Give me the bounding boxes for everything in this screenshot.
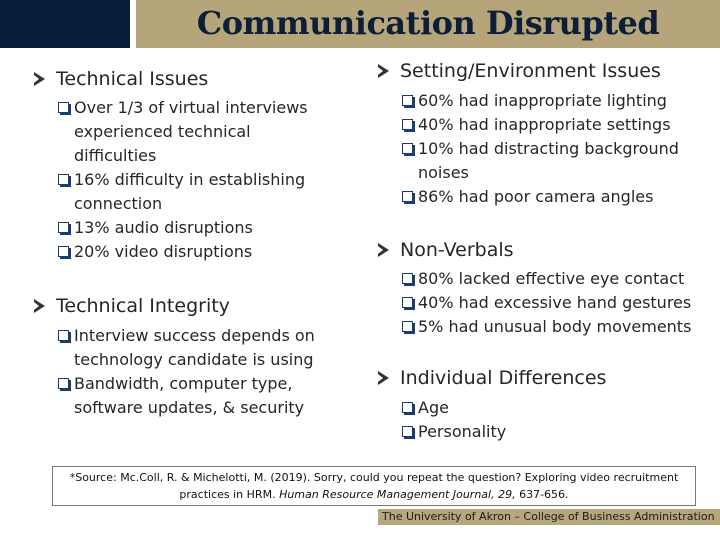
section-non-verbals: Non-Verbals (378, 238, 514, 262)
checkbox-bullet-icon (402, 119, 413, 130)
footer-text: The University of Akron – College of Bus… (382, 510, 715, 523)
list-item-text: Bandwidth, computer type, software updat… (74, 374, 305, 417)
list-item-text: 80% lacked effective eye contact (418, 269, 685, 288)
checkbox-bullet-icon (58, 222, 69, 233)
arrow-bullet-icon (34, 72, 45, 86)
list-item: 10% had distracting background noises (402, 137, 702, 185)
header-dark-block (0, 0, 130, 48)
list-item: 40% had excessive hand gestures (402, 291, 702, 315)
section-technical-integrity: Technical Integrity (34, 294, 230, 318)
checkbox-bullet-icon (402, 191, 413, 202)
list-item: Bandwidth, computer type, software updat… (58, 372, 328, 420)
checkbox-bullet-icon (58, 174, 69, 185)
list-item: 40% had inappropriate settings (402, 113, 702, 137)
list-item-text: 86% had poor camera angles (418, 187, 654, 206)
arrow-bullet-icon (378, 371, 389, 385)
list-item-text: Personality (418, 422, 507, 441)
footer-bar: The University of Akron – College of Bus… (378, 509, 720, 525)
checkbox-bullet-icon (402, 273, 413, 284)
checkbox-bullet-icon (58, 102, 69, 113)
list-item: 13% audio disruptions (58, 216, 328, 240)
citation-journal: Human Resource Management Journal, 29, (279, 488, 516, 501)
list-item: 60% had inappropriate lighting (402, 89, 702, 113)
non-verbals-list: 80% lacked effective eye contact 40% had… (402, 267, 702, 339)
list-item: 20% video disruptions (58, 240, 328, 264)
arrow-bullet-icon (34, 299, 45, 313)
list-item: Personality (402, 420, 702, 444)
list-item-text: 13% audio disruptions (74, 218, 253, 237)
arrow-bullet-icon (378, 64, 389, 78)
citation-pages: 637-656. (519, 488, 569, 501)
list-item: Interview success depends on technology … (58, 324, 328, 372)
checkbox-bullet-icon (58, 246, 69, 257)
list-item-text: 40% had inappropriate settings (418, 115, 671, 134)
section-setting-environment: Setting/Environment Issues (378, 59, 661, 83)
checkbox-bullet-icon (402, 321, 413, 332)
checkbox-bullet-icon (58, 330, 69, 341)
individual-differences-list: Age Personality (402, 396, 702, 444)
section-heading: Technical Integrity (56, 295, 230, 317)
checkbox-bullet-icon (402, 297, 413, 308)
checkbox-bullet-icon (402, 143, 413, 154)
checkbox-bullet-icon (402, 402, 413, 413)
list-item-text: 16% difficulty in establishing connectio… (74, 170, 306, 213)
list-item: 86% had poor camera angles (402, 185, 702, 209)
list-item-text: 60% had inappropriate lighting (418, 91, 667, 110)
checkbox-bullet-icon (402, 95, 413, 106)
list-item-text: Age (418, 398, 449, 417)
list-item: 5% had unusual body movements (402, 315, 702, 339)
checkbox-bullet-icon (402, 426, 413, 437)
arrow-bullet-icon (378, 243, 389, 257)
section-heading: Non-Verbals (400, 239, 514, 261)
source-citation: *Source: Mc.Coll, R. & Michelotti, M. (2… (52, 466, 696, 506)
list-item: Age (402, 396, 702, 420)
list-item-text: Over 1/3 of virtual interviews experienc… (74, 98, 308, 165)
list-item-text: 5% had unusual body movements (418, 317, 692, 336)
technical-integrity-list: Interview success depends on technology … (58, 324, 328, 420)
section-heading: Individual Differences (400, 367, 607, 389)
slide-title: Communication Disrupted (196, 4, 660, 42)
section-individual-differences: Individual Differences (378, 366, 607, 390)
list-item-text: 20% video disruptions (74, 242, 253, 261)
citation-text: *Source: Mc.Coll, R. & Michelotti, M. (2… (69, 471, 679, 501)
list-item-text: 40% had excessive hand gestures (418, 293, 692, 312)
list-item: 80% lacked effective eye contact (402, 267, 702, 291)
technical-issues-list: Over 1/3 of virtual interviews experienc… (58, 96, 328, 264)
header-tan-bar (136, 0, 720, 48)
section-heading: Technical Issues (56, 68, 209, 90)
setting-environment-list: 60% had inappropriate lighting 40% had i… (402, 89, 702, 209)
list-item: Over 1/3 of virtual interviews experienc… (58, 96, 328, 168)
list-item: 16% difficulty in establishing connectio… (58, 168, 328, 216)
section-heading: Setting/Environment Issues (400, 60, 661, 82)
section-technical-issues: Technical Issues (34, 67, 209, 91)
list-item-text: 10% had distracting background noises (418, 139, 679, 182)
checkbox-bullet-icon (58, 378, 69, 389)
list-item-text: Interview success depends on technology … (74, 326, 315, 369)
